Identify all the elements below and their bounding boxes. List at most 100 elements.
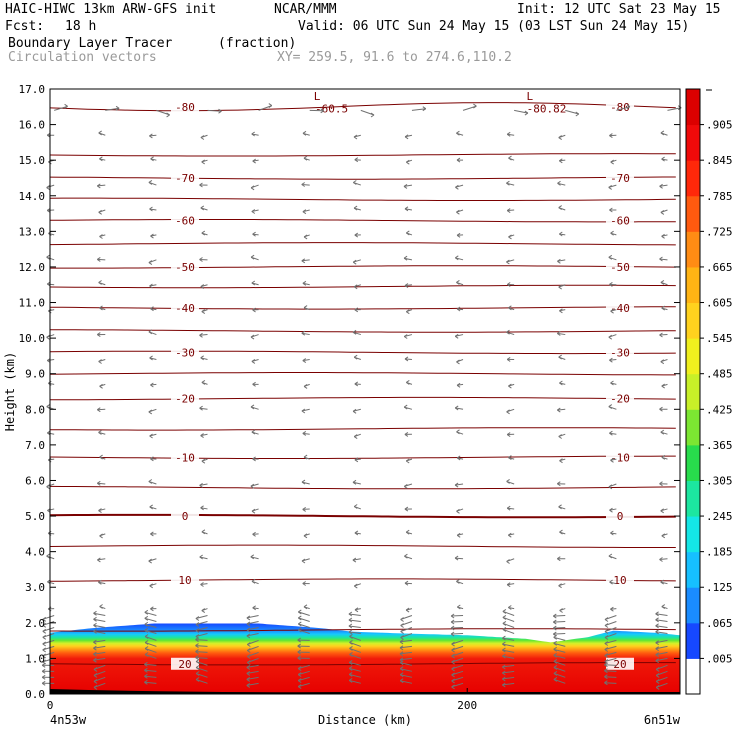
circulation-vector	[144, 636, 157, 641]
vector-arrowhead	[150, 156, 154, 162]
y-tick-label: 15.0	[19, 154, 46, 167]
vector-arrowhead	[557, 407, 561, 413]
circulation-vector	[399, 639, 412, 643]
circulation-vector	[400, 668, 413, 672]
vector-arrowhead	[93, 616, 97, 622]
vector-arrowhead	[246, 670, 251, 676]
vector-arrowhead	[301, 330, 306, 336]
vector-arrowhead	[200, 433, 204, 439]
vector-arrowhead	[348, 659, 353, 665]
vector-arrowhead	[660, 429, 665, 435]
colorbar-swatch	[686, 89, 700, 126]
circulation-vector	[195, 661, 208, 666]
vector-arrowhead	[660, 508, 664, 514]
colorbar-label: .425	[706, 403, 733, 416]
contour-label: 20	[613, 658, 626, 671]
vector-arrowhead	[148, 179, 153, 185]
contour-label: -60	[610, 215, 630, 228]
vector-arrowhead	[195, 628, 200, 633]
vector-arrowhead	[450, 619, 455, 625]
vector-arrowhead	[301, 182, 305, 187]
vector-arrowhead	[251, 209, 256, 214]
vector-arrowhead	[195, 655, 199, 661]
contour-label-bg	[606, 451, 634, 464]
vector-arrowhead	[404, 553, 408, 559]
vector-arrowhead	[451, 647, 455, 653]
circulation-vector	[144, 675, 157, 678]
vector-arrowhead	[405, 529, 410, 535]
y-tick-label: 8.0	[25, 403, 45, 416]
colorbar-swatch	[686, 587, 700, 624]
vector-arrowhead	[553, 640, 557, 646]
y-tick-label: 3.0	[25, 581, 45, 594]
colorbar-label: .065	[706, 617, 733, 630]
vector-arrowhead	[201, 309, 206, 315]
circulation-vector	[451, 670, 464, 676]
y-tick-label: 1.0	[25, 652, 45, 665]
circulation-vector	[200, 583, 208, 585]
circulation-vector	[195, 615, 208, 619]
vector-arrowhead	[506, 356, 511, 362]
y-tick-label: 2.0	[25, 617, 45, 630]
temperature-contour	[49, 242, 676, 246]
circulation-vector	[349, 679, 361, 684]
vector-arrowhead	[349, 633, 353, 639]
circulation-vector	[604, 682, 617, 684]
y-tick-label: 5.0	[25, 510, 45, 523]
vector-arrowhead	[348, 629, 353, 635]
vector-arrowhead	[508, 532, 512, 538]
contour-label-bg	[171, 346, 199, 359]
circulation-vector	[451, 621, 464, 623]
circulation-vector	[195, 633, 208, 637]
vector-arrowhead	[250, 185, 255, 191]
vector-arrowhead	[610, 457, 614, 463]
x-tick-label: 0	[47, 699, 54, 712]
vector-arrowhead	[609, 281, 613, 287]
vector-arrowhead	[298, 627, 302, 633]
vector-arrowhead	[558, 135, 562, 141]
vector-arrowhead	[352, 259, 357, 265]
circulation-vector	[258, 105, 272, 111]
vector-arrowhead	[297, 672, 302, 678]
circulation-vector	[604, 639, 617, 644]
vector-arrowhead	[99, 383, 103, 389]
vector-arrowhead	[502, 641, 506, 647]
vector-arrowhead	[558, 284, 562, 290]
vector-arrowhead	[149, 355, 153, 361]
temperature-contour	[49, 176, 676, 180]
vector-arrowhead	[456, 382, 461, 388]
circulation-vector	[451, 664, 464, 670]
vector-arrowhead	[354, 232, 359, 238]
circulation-vector	[144, 648, 157, 653]
extremum-label: -80.82	[527, 103, 567, 116]
vector-arrowhead	[199, 554, 203, 560]
vector-arrowhead	[149, 583, 153, 589]
circulation-vector	[144, 669, 157, 672]
vector-arrowhead	[404, 206, 409, 212]
circulation-vector	[553, 627, 566, 629]
y-tick-label: 11.0	[19, 297, 46, 310]
contour-label: 0	[617, 510, 624, 523]
vector-arrowhead	[400, 635, 404, 640]
circulation-vector	[502, 643, 515, 647]
vector-arrowhead	[655, 684, 660, 690]
vector-arrowhead	[166, 112, 170, 118]
circulation-vector	[502, 682, 515, 686]
vector-arrowhead	[98, 508, 102, 514]
colorbar-label: .665	[706, 261, 733, 274]
low-marker: L	[526, 90, 533, 103]
circulation-vector	[298, 623, 310, 628]
temperature-contour	[49, 513, 676, 519]
vector-arrowhead	[97, 256, 101, 262]
contour-label: -10	[610, 451, 630, 464]
vector-arrowhead	[404, 580, 409, 586]
field-name: Boundary Layer Tracer	[8, 36, 173, 51]
vector-arrowhead	[302, 130, 307, 136]
contour-label-bg	[171, 392, 199, 405]
circulation-vector	[246, 615, 259, 619]
circulation-vector	[507, 133, 515, 136]
vector-arrowhead	[403, 334, 408, 339]
colorbar-swatch	[686, 551, 700, 588]
vector-arrowhead	[354, 381, 359, 387]
circulation-vector	[655, 645, 668, 650]
